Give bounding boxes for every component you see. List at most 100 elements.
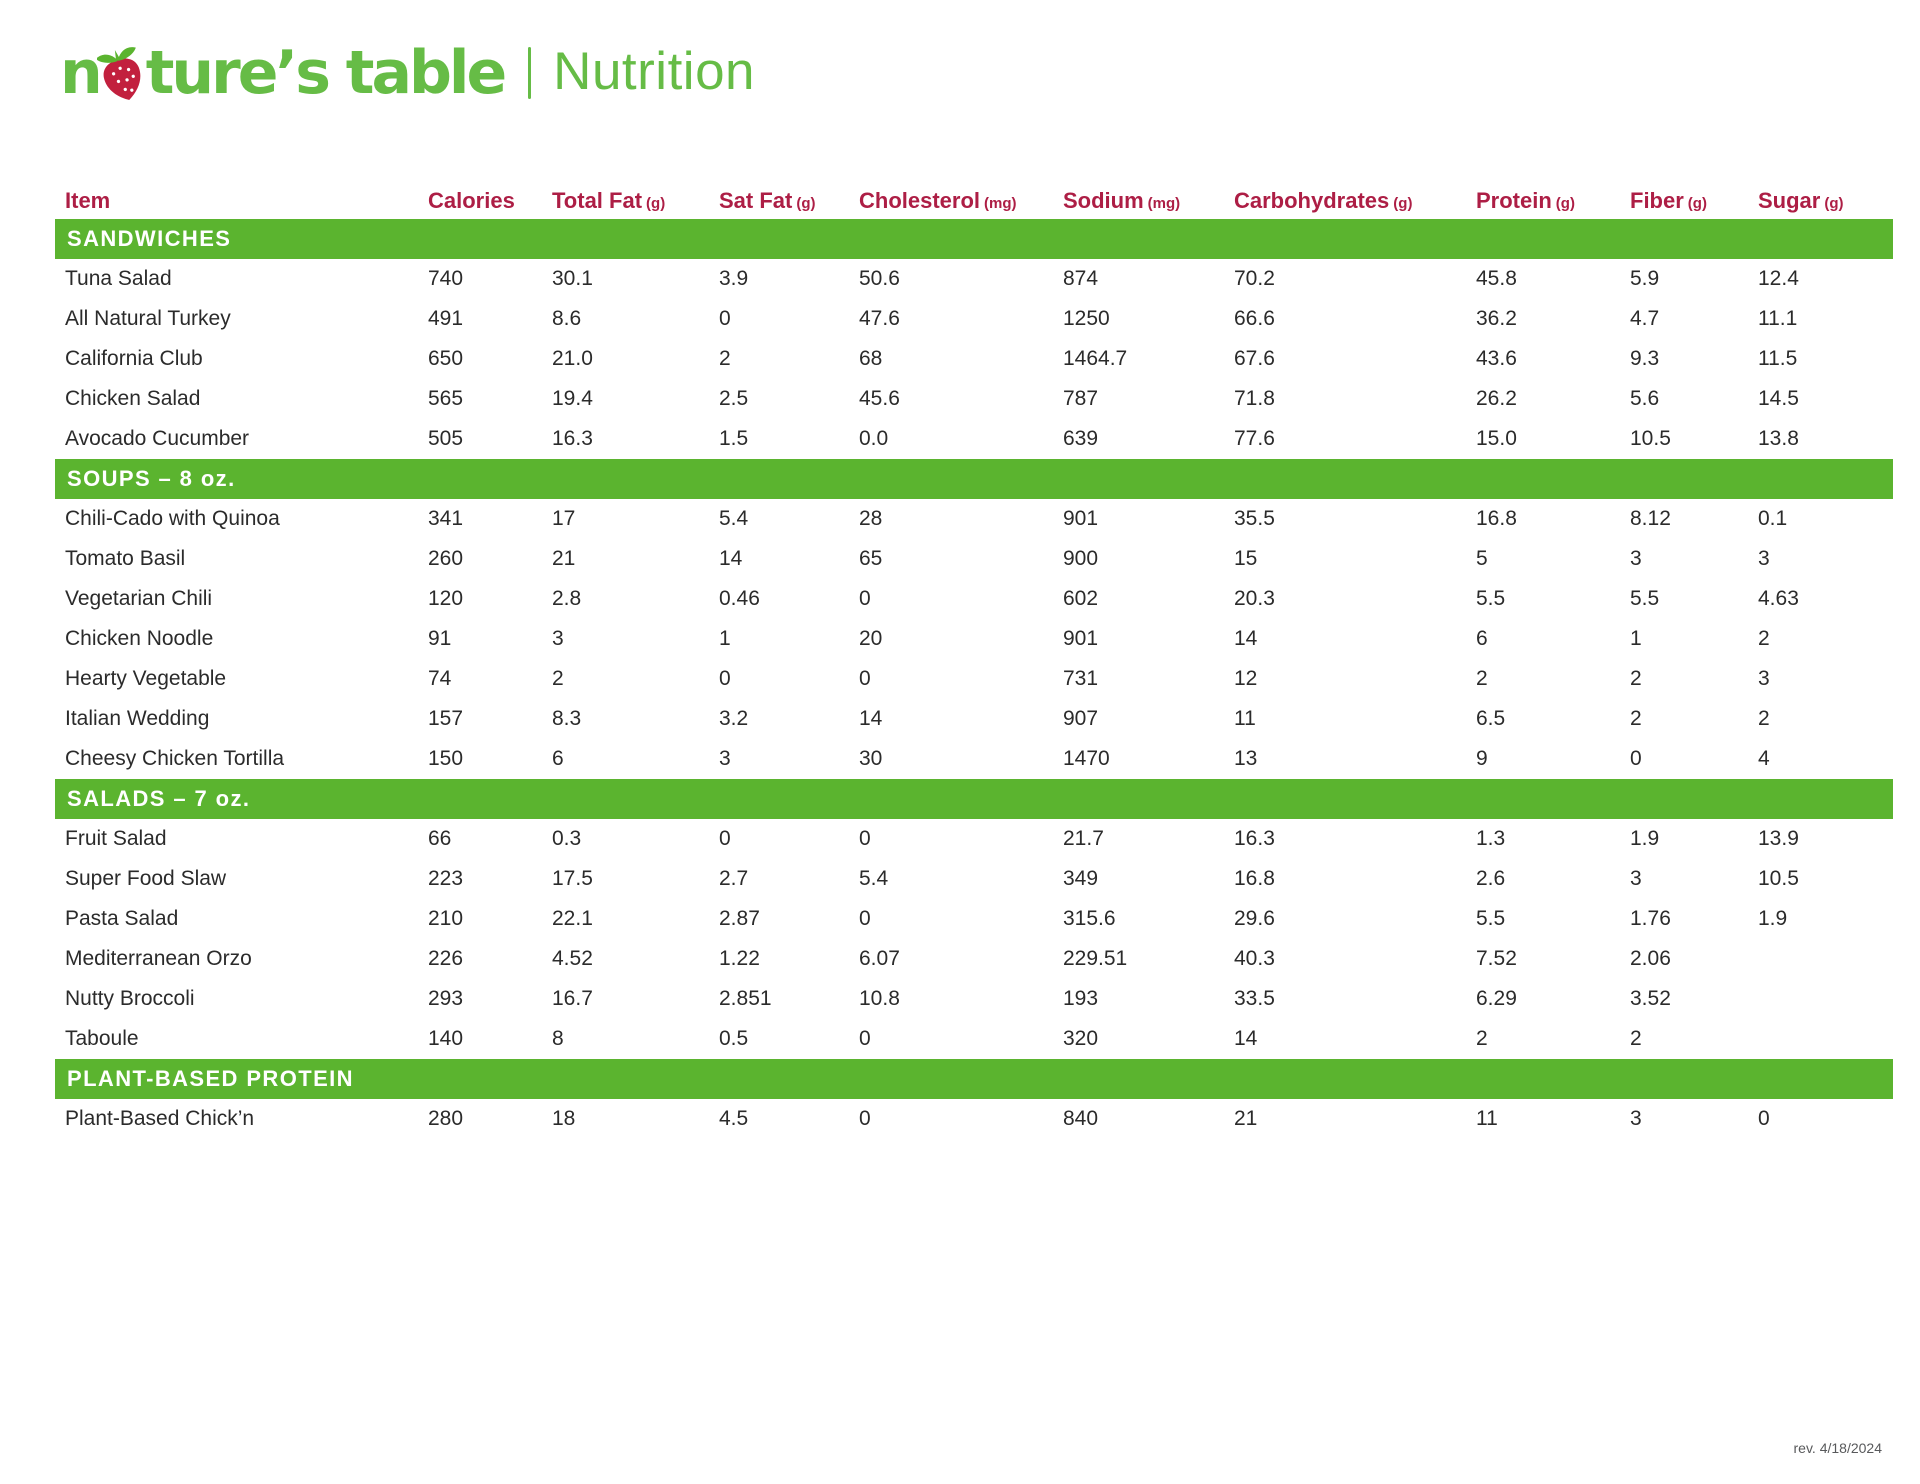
logo-text-rest: ture’s table bbox=[145, 38, 507, 108]
value-fiber: 5.9 bbox=[1630, 267, 1660, 290]
column-header-label: Cholesterol bbox=[859, 187, 981, 213]
item-name: Mediterranean Orzo bbox=[65, 947, 252, 970]
column-header-sat-fat: Sat Fat (g) bbox=[719, 188, 859, 214]
item-name: Taboule bbox=[65, 1027, 139, 1050]
column-header-label: Fiber bbox=[1630, 187, 1684, 213]
value-protein: 5.5 bbox=[1476, 907, 1506, 930]
brand-header: n ture’s table N bbox=[60, 34, 755, 112]
value-cholesterol: 0 bbox=[859, 907, 871, 930]
value-sat-fat: 1 bbox=[719, 627, 731, 650]
table-row: Mediterranean Orzo 226 4.52 1.22 6.07 229.51 4… bbox=[55, 939, 1893, 979]
value-sodium: 901 bbox=[1063, 507, 1099, 530]
value-fiber: 5.5 bbox=[1630, 587, 1660, 610]
value-calories: 223 bbox=[428, 867, 464, 890]
table-body: SANDWICHES Tuna Salad 740 30.1 3.9 50.6 874 70.… bbox=[55, 219, 1893, 1139]
strawberry-icon bbox=[96, 47, 141, 100]
item-name: Super Food Slaw bbox=[65, 867, 227, 890]
table-row: Tuna Salad 740 30.1 3.9 50.6 874 70.2 45.8 5.9 12… bbox=[55, 259, 1893, 299]
column-header-label: Carbohydrates bbox=[1234, 187, 1390, 213]
item-name: Italian Wedding bbox=[65, 707, 210, 730]
value-cholesterol: 45.6 bbox=[859, 387, 900, 410]
section-header-salads-7-oz: SALADS – 7 oz. bbox=[55, 779, 1893, 819]
item-name: Pasta Salad bbox=[65, 907, 179, 930]
item-name: Avocado Cucumber bbox=[65, 427, 250, 450]
column-header-protein: Protein (g) bbox=[1476, 188, 1630, 214]
value-protein: 5.5 bbox=[1476, 587, 1506, 610]
value-sat-fat: 2 bbox=[719, 347, 731, 370]
value-carbohydrates: 20.3 bbox=[1234, 587, 1275, 610]
value-sodium: 901 bbox=[1063, 627, 1099, 650]
value-total-fat: 8 bbox=[552, 1027, 564, 1050]
value-total-fat: 18 bbox=[552, 1107, 576, 1130]
table-row: Chicken Noodle 91 3 1 20 901 14 6 1 2 bbox=[55, 619, 1893, 659]
value-carbohydrates: 12 bbox=[1234, 667, 1258, 690]
page-title: Nutrition bbox=[553, 41, 756, 101]
value-fiber: 2 bbox=[1630, 667, 1642, 690]
value-cholesterol: 6.07 bbox=[859, 947, 900, 970]
value-fiber: 4.7 bbox=[1630, 307, 1660, 330]
value-sodium: 320 bbox=[1063, 1027, 1099, 1050]
value-carbohydrates: 40.3 bbox=[1234, 947, 1275, 970]
value-sat-fat: 4.5 bbox=[719, 1107, 749, 1130]
value-calories: 260 bbox=[428, 547, 464, 570]
value-fiber: 9.3 bbox=[1630, 347, 1660, 370]
value-fiber: 10.5 bbox=[1630, 427, 1671, 450]
value-cholesterol: 68 bbox=[859, 347, 883, 370]
value-sat-fat: 3.2 bbox=[719, 707, 749, 730]
value-total-fat: 19.4 bbox=[552, 387, 593, 410]
value-total-fat: 30.1 bbox=[552, 267, 593, 290]
value-cholesterol: 50.6 bbox=[859, 267, 900, 290]
value-fiber: 1.76 bbox=[1630, 907, 1671, 930]
table-row: Cheesy Chicken Tortilla 150 6 3 30 1470 13 9 0 4 bbox=[55, 739, 1893, 779]
value-sugar: 11.1 bbox=[1758, 307, 1798, 330]
value-sugar: 14.5 bbox=[1758, 387, 1799, 410]
value-protein: 7.52 bbox=[1476, 947, 1517, 970]
value-carbohydrates: 11 bbox=[1234, 707, 1256, 730]
value-sat-fat: 14 bbox=[719, 547, 743, 570]
value-total-fat: 17.5 bbox=[552, 867, 593, 890]
value-total-fat: 16.3 bbox=[552, 427, 593, 450]
value-total-fat: 16.7 bbox=[552, 987, 593, 1010]
column-header-unit: (g) bbox=[1393, 194, 1413, 212]
item-name: Tuna Salad bbox=[65, 267, 172, 290]
value-calories: 293 bbox=[428, 987, 464, 1010]
table-row: Chicken Salad 565 19.4 2.5 45.6 787 71.8 26.2 5.… bbox=[55, 379, 1893, 419]
table-row: Taboule 140 8 0.5 0 320 14 2 2 bbox=[55, 1019, 1893, 1059]
value-sugar: 4 bbox=[1758, 747, 1770, 770]
column-header-unit: (g) bbox=[1824, 194, 1844, 212]
value-total-fat: 4.52 bbox=[552, 947, 593, 970]
value-calories: 740 bbox=[428, 267, 464, 290]
value-carbohydrates: 21 bbox=[1234, 1107, 1258, 1130]
value-cholesterol: 28 bbox=[859, 507, 883, 530]
value-sugar: 12.4 bbox=[1758, 267, 1799, 290]
value-calories: 157 bbox=[428, 707, 464, 730]
value-carbohydrates: 29.6 bbox=[1234, 907, 1275, 930]
value-cholesterol: 30 bbox=[859, 747, 883, 770]
value-sodium: 229.51 bbox=[1063, 947, 1128, 970]
value-calories: 280 bbox=[428, 1107, 464, 1130]
value-sat-fat: 2.87 bbox=[719, 907, 760, 930]
value-protein: 6.5 bbox=[1476, 707, 1506, 730]
value-carbohydrates: 70.2 bbox=[1234, 267, 1275, 290]
value-carbohydrates: 66.6 bbox=[1234, 307, 1275, 330]
value-sodium: 900 bbox=[1063, 547, 1099, 570]
table-row: Pasta Salad 210 22.1 2.87 0 315.6 29.6 5.5 1.76 1… bbox=[55, 899, 1893, 939]
value-sat-fat: 0.46 bbox=[719, 587, 760, 610]
item-name: Tomato Basil bbox=[65, 547, 186, 570]
value-cholesterol: 5.4 bbox=[859, 867, 889, 890]
value-sugar: 0 bbox=[1758, 1107, 1770, 1130]
value-carbohydrates: 35.5 bbox=[1234, 507, 1275, 530]
column-header-label: Item bbox=[65, 187, 111, 213]
value-sugar: 3 bbox=[1758, 547, 1770, 570]
value-cholesterol: 65 bbox=[859, 547, 883, 570]
value-total-fat: 6 bbox=[552, 747, 564, 770]
value-protein: 43.6 bbox=[1476, 347, 1517, 370]
value-calories: 140 bbox=[428, 1027, 464, 1050]
value-cholesterol: 0 bbox=[859, 1027, 871, 1050]
table-row: Vegetarian Chili 120 2.8 0.46 0 602 20.3 5.5 5.5… bbox=[55, 579, 1893, 619]
value-carbohydrates: 33.5 bbox=[1234, 987, 1275, 1010]
value-protein: 36.2 bbox=[1476, 307, 1517, 330]
column-header-total-fat: Total Fat (g) bbox=[552, 188, 719, 214]
column-header-sodium: Sodium (mg) bbox=[1063, 188, 1234, 214]
